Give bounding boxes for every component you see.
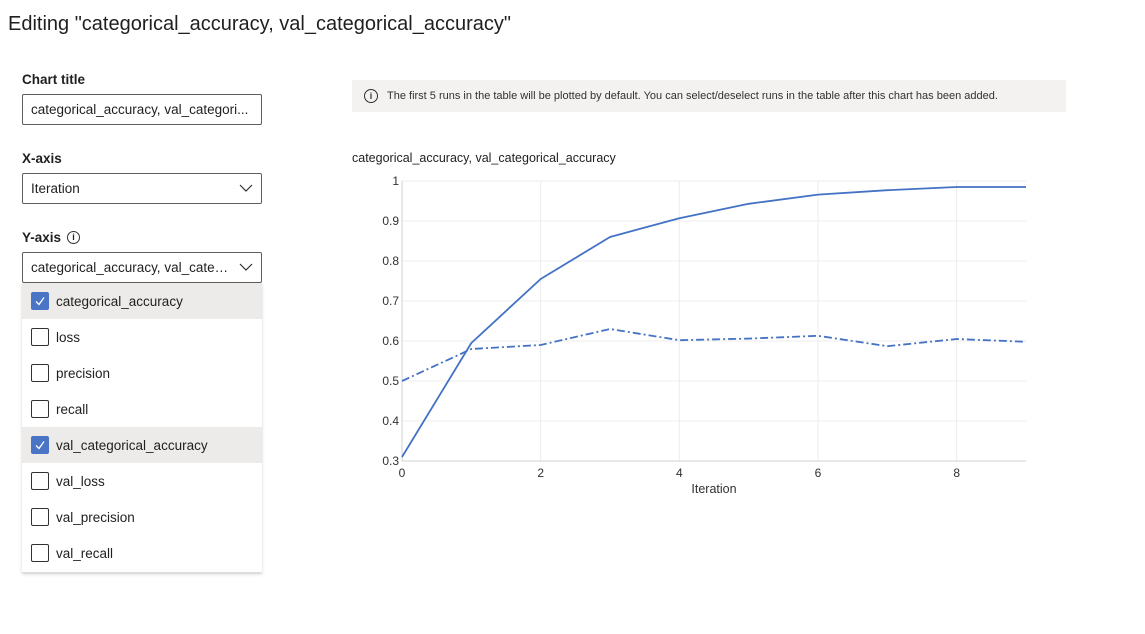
x-tick-label: 0 [399,466,406,480]
option-label: precision [56,365,111,381]
option-label: val_precision [56,509,135,525]
option-precision[interactable]: precision [22,355,262,391]
yaxis-dropdown-list: categorical_accuracy loss precision reca… [22,283,262,573]
y-tick-label: 0.4 [382,414,399,428]
x-tick-label: 2 [537,466,544,480]
info-icon: i [364,89,378,103]
checkbox[interactable] [31,544,49,562]
checkbox[interactable] [31,472,49,490]
xaxis-label-text: X-axis [22,151,62,166]
series-line-val-categorical-accuracy [401,328,1027,382]
option-label: recall [56,401,89,417]
checkmark-icon [35,441,45,450]
option-val-recall[interactable]: val_recall [22,535,262,571]
option-recall[interactable]: recall [22,391,262,427]
option-label: loss [56,329,81,345]
series-line-categorical-accuracy [401,186,1026,458]
chevron-down-icon [239,184,253,192]
page-title: Editing "categorical_accuracy, val_categ… [8,13,511,35]
y-tick-label: 0.7 [382,294,399,308]
chart-title-label-text: Chart title [22,72,86,87]
chart-title-input[interactable]: categorical_accuracy, val_categori... [22,94,262,125]
checkbox[interactable] [31,292,49,310]
option-val-categorical-accuracy[interactable]: val_categorical_accuracy [22,427,262,463]
y-tick-label: 0.6 [382,334,399,348]
option-val-precision[interactable]: val_precision [22,499,262,535]
yaxis-select-value: categorical_accuracy, val_categ... [31,260,231,275]
option-val-loss[interactable]: val_loss [22,463,262,499]
yaxis-label: Y-axis i [22,230,81,245]
info-banner-text: The first 5 runs in the table will be pl… [387,90,998,102]
yaxis-label-text: Y-axis [22,230,62,245]
line-chart: 0.3 0.4 0.5 0.6 0.7 0.8 0.9 1 0 2 4 6 8 Iteration [382,174,1027,496]
option-label: categorical_accuracy [56,293,183,309]
xaxis-select[interactable]: Iteration [22,173,262,204]
chevron-down-icon [239,263,253,271]
option-label: val_recall [56,545,114,561]
x-tick-label: 8 [953,466,960,480]
y-tick-label: 0.9 [382,214,399,228]
option-loss[interactable]: loss [22,319,262,355]
checkbox[interactable] [31,364,49,382]
checkbox[interactable] [31,400,49,418]
chart-title: categorical_accuracy, val_categorical_ac… [352,151,616,165]
checkbox[interactable] [31,436,49,454]
checkbox[interactable] [31,508,49,526]
y-tick-label: 0.3 [382,454,399,468]
yaxis-select[interactable]: categorical_accuracy, val_categ... [22,252,262,283]
y-tick-label: 0.5 [382,374,399,388]
x-tick-label: 6 [815,466,822,480]
option-label: val_loss [56,473,105,489]
y-tick-label: 1 [392,174,399,188]
x-axis-label: Iteration [691,482,736,496]
option-label: val_categorical_accuracy [56,437,208,453]
xaxis-label: X-axis [22,151,62,166]
chart-title-label: Chart title [22,72,85,87]
info-banner: i The first 5 runs in the table will be … [352,80,1066,112]
xaxis-select-value: Iteration [31,181,80,196]
y-tick-label: 0.8 [382,254,399,268]
info-icon[interactable]: i [67,231,81,244]
checkbox[interactable] [31,328,49,346]
checkmark-icon [35,297,45,306]
x-tick-label: 4 [676,466,683,480]
option-categorical-accuracy[interactable]: categorical_accuracy [22,283,262,319]
